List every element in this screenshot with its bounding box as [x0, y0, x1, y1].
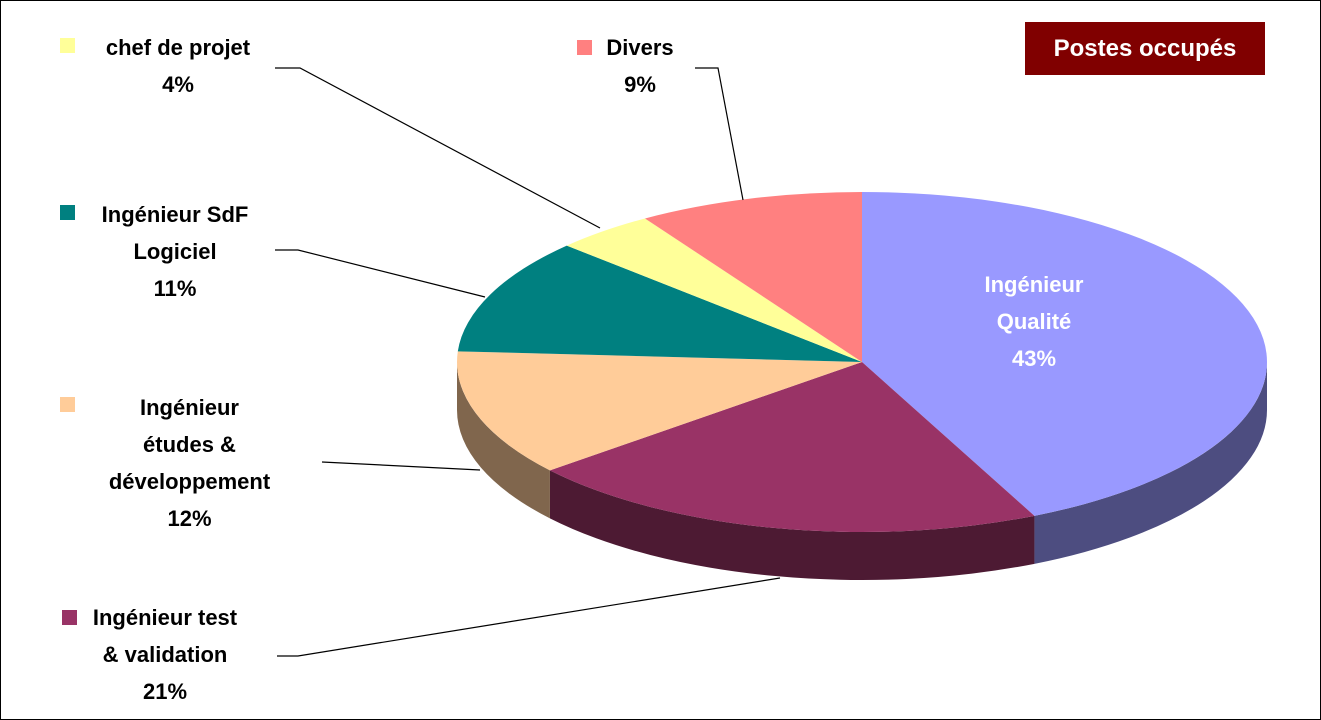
leader-line	[695, 67, 744, 201]
pie-slice	[644, 192, 862, 362]
category-label: Ingénieur SdF Logiciel	[101, 202, 249, 264]
slice-label: Divers 9%	[590, 29, 690, 103]
legend-key	[60, 205, 75, 220]
value-label: 43%	[1011, 346, 1057, 371]
category-label: Ingénieur test & validation	[92, 605, 238, 667]
category-label: chef de projet	[105, 35, 251, 60]
leader-line	[321, 461, 481, 471]
leader-line	[277, 577, 781, 657]
legend-key	[62, 610, 77, 625]
slice-label: Ingénieur études & développement 12%	[82, 389, 297, 537]
slice-label: chef de projet 4%	[78, 29, 278, 103]
chart-title: Postes occupés	[1025, 22, 1265, 75]
value-label: 11%	[153, 276, 197, 301]
pie-slice-side	[549, 470, 1035, 581]
value-label: 9%	[624, 72, 656, 97]
pie-slice	[862, 192, 1268, 516]
pie-slice	[456, 351, 862, 471]
legend-key	[60, 38, 75, 53]
pie-slice	[549, 362, 1035, 533]
leader-line	[275, 249, 486, 298]
pie-slice-side	[457, 362, 550, 519]
category-label: Divers	[606, 35, 674, 60]
legend-key	[577, 40, 592, 55]
value-label: 4%	[162, 72, 194, 97]
legend-key	[60, 397, 75, 412]
slice-label: Ingénieur Qualité 43%	[934, 266, 1134, 377]
leader-line	[275, 67, 601, 229]
value-label: 21%	[142, 679, 188, 704]
category-label: Ingénieur études & développement	[108, 395, 271, 494]
pie-slice-side	[1034, 362, 1267, 564]
slice-label: Ingénieur test & validation 21%	[65, 599, 265, 710]
value-label: 12%	[167, 506, 212, 531]
pie-slice	[457, 245, 862, 362]
pie-slice	[566, 218, 862, 362]
category-label: Ingénieur Qualité	[984, 272, 1084, 334]
slice-label: Ingénieur SdF Logiciel 11%	[75, 196, 275, 307]
